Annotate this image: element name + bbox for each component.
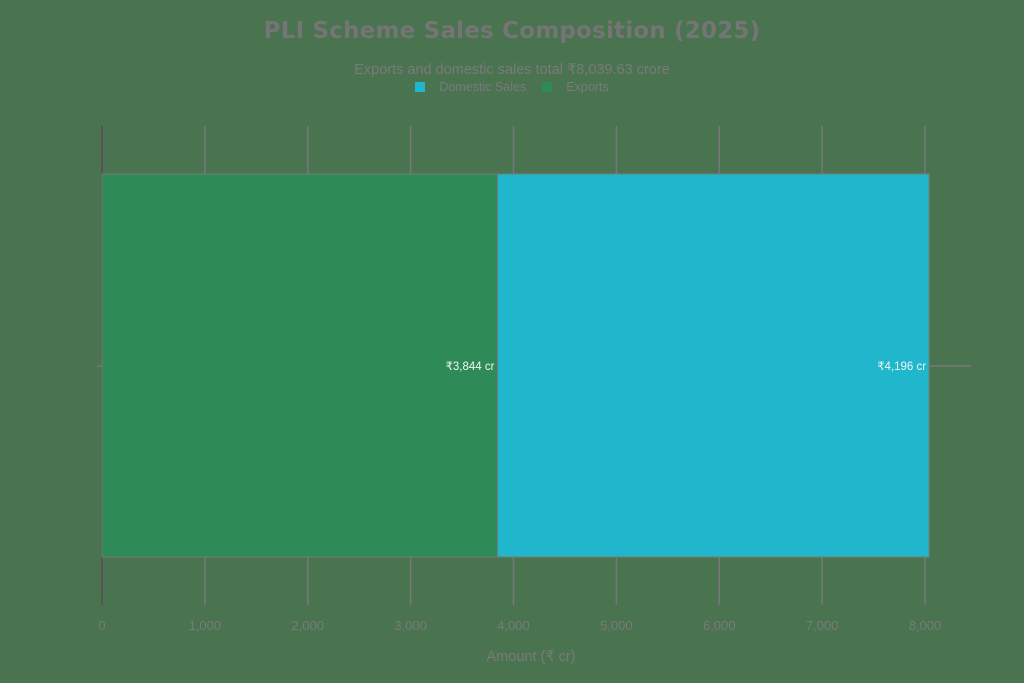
x-tick-label: 1,000 [189,618,222,633]
x-axis-title: Amount (₹ cr) [487,649,576,665]
x-tick-label: 5,000 [600,618,633,633]
x-tick-label: 3,000 [394,618,427,633]
legend-item-exports[interactable]: Exports [542,80,609,94]
bar-domestic-sales[interactable] [496,173,930,558]
chart-title: PLI Scheme Sales Composition (2025) [263,18,761,44]
bar-exports[interactable] [101,173,498,558]
bars: ₹3,844 cr ₹4,196 cr [101,173,972,558]
chart-subtitle: Exports and domestic sales total ₹8,039.… [354,62,670,78]
x-tick-label: 8,000 [909,618,942,633]
x-tick-label: 4,000 [497,618,530,633]
x-tick-label: 0 [98,618,105,633]
legend-item-domestic[interactable]: Domestic Sales [415,80,526,94]
x-tick-label: 2,000 [291,618,324,633]
x-tick-label: 6,000 [703,618,736,633]
legend-label-domestic: Domestic Sales [439,80,527,94]
legend-swatch-exports [542,82,553,92]
bar-value-label: ₹4,196 cr [877,361,926,373]
bar-value-label: ₹3,844 cr [446,361,495,373]
legend: Domestic Sales Exports [0,80,1024,94]
x-axis: 0 1,000 2,000 3,000 4,000 5,000 6,000 7,000 8,00… [97,365,942,633]
x-tick-label: 7,000 [806,618,839,633]
legend-label-exports: Exports [566,80,609,94]
legend-swatch-domestic [415,82,426,92]
